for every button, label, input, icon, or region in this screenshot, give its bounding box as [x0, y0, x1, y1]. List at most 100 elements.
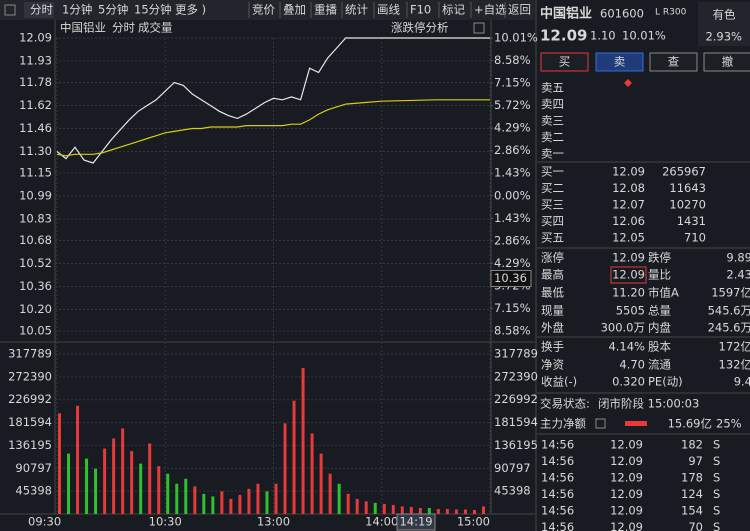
toolbar-button[interactable]: F10 [410, 3, 431, 17]
volume-bar [355, 498, 359, 514]
stat-value: 2.43 [726, 268, 750, 282]
stat-label: 总量 [648, 304, 671, 318]
price-line [56, 37, 490, 164]
trade-button-label: 买 [559, 55, 571, 69]
tab[interactable]: 15分钟 [134, 3, 172, 17]
toolbar-button[interactable]: 重播 [314, 3, 337, 17]
bid-volume: 11643 [669, 181, 706, 195]
volume-bar [148, 443, 152, 514]
y2-tick-label: 7.15% [494, 76, 531, 90]
trade-button[interactable] [540, 52, 589, 72]
toolbar-button[interactable]: 统计 [345, 3, 368, 17]
volume-bar [364, 501, 368, 514]
volume-bar [112, 438, 116, 514]
analysis-icon[interactable] [473, 22, 485, 34]
trade-volume: 178 [681, 471, 703, 485]
trade-price: 12.09 [610, 504, 643, 518]
toolbar-button[interactable]: 叠加 [283, 3, 306, 17]
volume-bar [238, 494, 242, 514]
flow-icon[interactable] [595, 418, 606, 429]
toolbar-button[interactable]: +自选 [474, 3, 507, 17]
ask-label: 卖一 [541, 147, 564, 161]
collapse-icon[interactable] [624, 79, 632, 87]
stat-value: 1597亿 [711, 286, 750, 300]
volume-bar [157, 466, 161, 514]
volume-bar [319, 453, 323, 514]
tab[interactable]: 分时 [30, 3, 53, 17]
y-tick-label: 10.83 [19, 211, 52, 225]
chart-mode: 成交量 [138, 21, 173, 35]
trade-button[interactable] [649, 52, 698, 72]
y2-tick-label: 1.43% [494, 166, 531, 180]
trade-button[interactable] [595, 52, 644, 72]
volume-bar [130, 451, 134, 514]
y-tick-label: 10.20 [19, 302, 52, 316]
analysis-link[interactable]: 涨跌停分析 [391, 21, 449, 35]
trade-price: 12.09 [610, 438, 643, 452]
trade-volume: 182 [681, 438, 703, 452]
tab[interactable]: 更多 ) [175, 3, 206, 17]
trade-button[interactable] [703, 52, 750, 72]
volume-bar [328, 473, 332, 514]
toolbar [0, 0, 535, 20]
volume-bar [454, 509, 458, 514]
toolbar-button[interactable]: 画线 [377, 3, 400, 17]
volume-bar [139, 463, 143, 514]
y-tick-label: 11.30 [19, 144, 52, 158]
volume-tick-label: 45398 [494, 484, 531, 498]
x-tick-label: 10:30 [149, 515, 182, 529]
volume-bar [283, 423, 287, 514]
bid-volume: 10270 [669, 198, 706, 212]
sector-box[interactable] [698, 2, 750, 46]
stat-value: 132亿 [719, 358, 750, 372]
volume-bar [202, 493, 206, 514]
stock-name: 中国铝业 [540, 6, 592, 22]
y-tick-label: 11.62 [19, 98, 52, 112]
trade-time: 14:56 [541, 454, 574, 468]
volume-tick-label: 90797 [494, 461, 531, 475]
volume-bar [220, 491, 224, 514]
main-flow-value: 15.69亿 [668, 417, 712, 431]
volume-bar [463, 509, 467, 514]
volume-bar [274, 483, 278, 514]
bid-price: 12.05 [612, 231, 645, 245]
main-flow-label: 主力净额 [540, 417, 586, 431]
volume-bar [382, 503, 386, 514]
stat-value: 172亿 [719, 340, 750, 354]
volume-tick-label: 272390 [8, 369, 52, 383]
stat-label: 内盘 [648, 321, 671, 335]
trade-volume: 70 [688, 520, 703, 531]
stat-label: 最低 [541, 286, 564, 300]
toolbar-button[interactable]: 竞价 [252, 3, 275, 17]
toolbar-button[interactable]: 返回 [508, 3, 531, 17]
volume-bar [211, 496, 215, 514]
volume-bar [481, 506, 485, 514]
volume-bar [436, 508, 440, 514]
volume-tick-label: 181594 [8, 415, 52, 429]
trade-time: 14:56 [541, 487, 574, 501]
volume-bar [229, 498, 233, 514]
bid-price: 12.06 [612, 214, 645, 228]
bid-label: 买一 [541, 165, 564, 179]
tab[interactable]: 5分钟 [98, 3, 128, 17]
trade-time: 14:56 [541, 438, 574, 452]
price-change-pct: 10.01% [622, 29, 666, 43]
volume-bar [445, 508, 449, 514]
stat-label: 涨停 [541, 251, 564, 265]
toolbar-button[interactable]: 标记 [442, 3, 465, 17]
volume-tick-label: 226992 [8, 392, 52, 406]
stat-label: 流通 [648, 358, 671, 372]
volume-bar [121, 428, 125, 514]
volume-bar [409, 506, 413, 514]
stat-label: 市值A [648, 286, 679, 300]
y2-tick-label: 4.29% [494, 256, 531, 270]
tab[interactable]: 1分钟 [62, 3, 92, 17]
bid-price: 12.07 [612, 198, 645, 212]
status-label: 交易状态: [540, 397, 590, 411]
trade-side: S [713, 438, 720, 452]
stat-value: 0.320 [612, 375, 645, 389]
menu-icon[interactable] [4, 4, 16, 16]
bid-price: 12.08 [612, 181, 645, 195]
bid-label: 买四 [541, 214, 564, 228]
